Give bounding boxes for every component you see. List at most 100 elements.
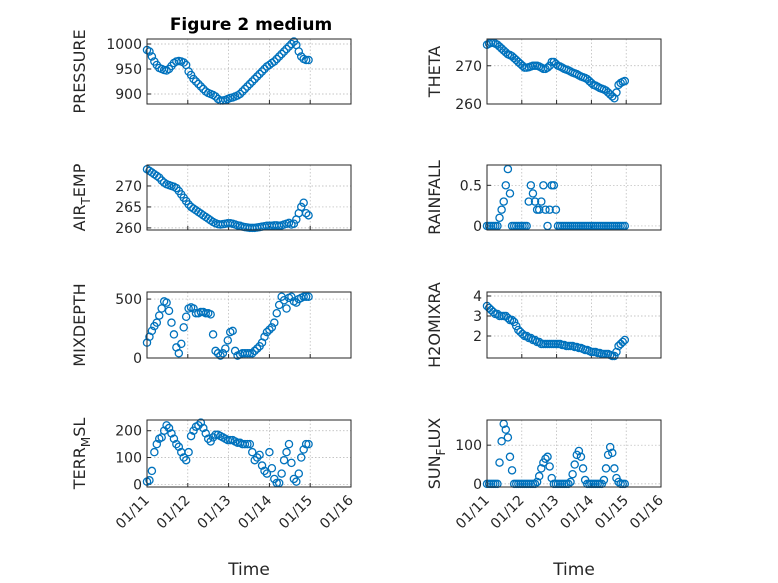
data-point [245, 79, 255, 89]
data-point [260, 332, 269, 342]
data-point [243, 349, 252, 358]
data-point [301, 292, 311, 301]
data-point [252, 453, 262, 462]
y-tick-label: 100 [115, 451, 142, 467]
data-point [206, 310, 215, 319]
axes-frame [486, 419, 662, 488]
y-axis-label: SUNFLUX [425, 418, 448, 490]
data-point [299, 292, 308, 301]
data-point [574, 446, 584, 456]
data-point [277, 49, 286, 59]
y-axis-label-part: F [434, 448, 448, 455]
data-point [507, 466, 517, 475]
x-tick-label: 01/13 [523, 493, 563, 533]
data-point [284, 218, 294, 228]
y-tick-label: 4 [473, 289, 482, 305]
data-point [211, 430, 220, 439]
data-point [164, 423, 174, 433]
data-point [179, 58, 188, 67]
x-tick-label: 01/16 [317, 492, 357, 532]
data-point [194, 421, 203, 430]
y-tick-label: 0 [133, 477, 142, 493]
data-point [260, 466, 269, 476]
data-point [203, 434, 213, 444]
subplot-6: 2 3 4 H2OMIXRA [425, 282, 662, 368]
data-point [262, 327, 272, 337]
data-point [172, 439, 181, 449]
data-point [159, 426, 169, 435]
data-point [189, 304, 198, 313]
data-point [518, 61, 527, 71]
x-tick-label: 01/12 [154, 493, 194, 533]
data-point [179, 453, 188, 462]
data-point [534, 471, 544, 481]
x-tick-label: 01/15 [276, 493, 316, 533]
data-point [587, 78, 596, 88]
data-point [493, 479, 502, 489]
data-point [501, 181, 511, 190]
data-point [238, 87, 247, 96]
data-point [578, 464, 588, 473]
data-point [503, 313, 513, 323]
data-point [545, 205, 554, 214]
data-point [543, 63, 552, 72]
data-point [250, 74, 259, 84]
data-point [511, 321, 521, 331]
data-point [186, 431, 196, 441]
y-tick-label: 950 [115, 62, 142, 78]
data-point [304, 55, 313, 65]
data-point [267, 463, 277, 473]
data-point [530, 479, 540, 489]
data-point [147, 52, 157, 61]
data-point [154, 311, 164, 320]
x-tick-label: 01/16 [627, 492, 667, 532]
y-axis-label: MIXDEPTH [70, 283, 89, 366]
data-point [147, 326, 157, 336]
axes-frame [146, 38, 352, 105]
data-point [503, 433, 513, 442]
data-point [299, 445, 308, 454]
data-point [279, 47, 289, 56]
data-point [179, 323, 188, 332]
data-point [150, 447, 159, 457]
y-tick-label: 260 [455, 97, 482, 113]
data-point [545, 462, 554, 471]
data-point [252, 344, 262, 353]
x-tick-label: 01/15 [592, 493, 632, 533]
x-tick-label: 01/11 [113, 493, 153, 533]
data-point [248, 349, 257, 358]
data-point [274, 300, 284, 310]
data-point [537, 197, 546, 206]
x-tick-label: 01/14 [557, 492, 597, 532]
data-point [620, 479, 630, 489]
data-point [289, 474, 299, 484]
data-point [530, 335, 540, 345]
subplot-3: 260 265 270 AIRTEMP [70, 163, 352, 237]
data-point [223, 336, 233, 345]
data-point [145, 47, 154, 56]
data-point [570, 460, 579, 469]
data-point [284, 439, 294, 449]
data-point [541, 205, 550, 214]
data-point [292, 477, 301, 486]
y-tick-label: 0 [473, 477, 482, 493]
data-point [272, 308, 281, 318]
y-axis-label-part: M [79, 437, 93, 447]
data-point [282, 447, 291, 457]
data-point [509, 317, 519, 327]
data-point [528, 189, 538, 198]
data-point [524, 197, 534, 206]
data-point [304, 439, 313, 449]
data-point [199, 423, 208, 433]
data-point [537, 464, 546, 473]
data-point [599, 475, 609, 485]
axes-frame [146, 164, 352, 231]
data-point [304, 211, 313, 220]
axes-frame [146, 419, 352, 488]
data-point [152, 171, 162, 181]
data-point [225, 435, 235, 445]
data-point [549, 181, 559, 190]
data-point [289, 219, 299, 228]
data-point [616, 339, 625, 349]
y-tick-label: 900 [115, 87, 142, 103]
